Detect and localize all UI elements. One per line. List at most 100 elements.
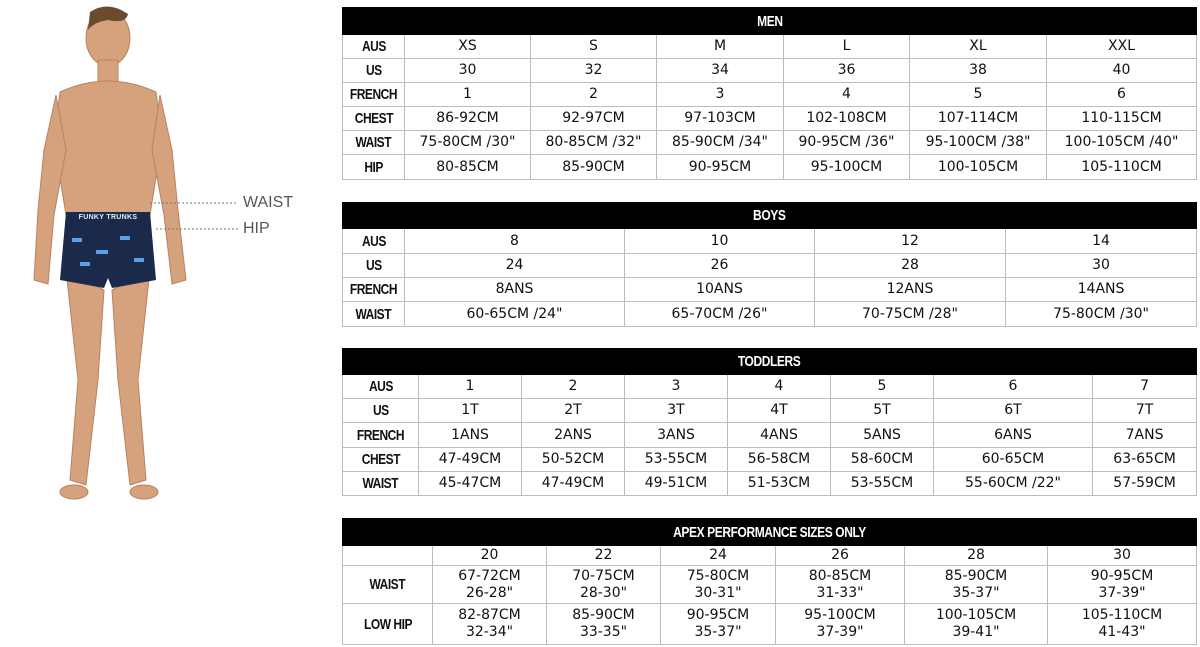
waist-label: WAIST xyxy=(243,194,294,211)
table-cell: 5T xyxy=(830,398,934,423)
row-label: WAIST xyxy=(342,130,405,155)
row-label xyxy=(342,545,433,566)
model-figure: FUNKY TRUNKS WAIST HIP xyxy=(0,0,320,520)
table-row: FRENCH 1ANS 2ANS 3ANS 4ANS 5ANS 6ANS 7ANS xyxy=(342,422,1198,448)
table-cell: 63-65CM xyxy=(1091,447,1198,472)
table-cell: 85-90CM xyxy=(530,154,657,180)
table-cell: 2 xyxy=(521,374,625,399)
table-cell: 95-100CM 37-39" xyxy=(775,603,905,645)
table-cell: 60-65CM xyxy=(933,447,1093,472)
table-cell: 85-90CM 35-37" xyxy=(904,565,1048,604)
table-cell: 49-51CM xyxy=(624,471,728,496)
table-cell: 70-75CM /28" xyxy=(814,301,1006,327)
apex-table-title: APEX PERFORMANCE SIZES ONLY xyxy=(341,518,1198,546)
table-cell: 3ANS xyxy=(624,422,728,448)
table-cell: 7T xyxy=(1091,398,1198,423)
row-label-text: US xyxy=(365,257,382,274)
table-cell: XXL xyxy=(1045,34,1198,59)
table-cell: 6ANS xyxy=(933,422,1093,448)
table-cell: 53-55CM xyxy=(624,447,728,472)
table-cell: 51-53CM xyxy=(727,471,831,496)
table-cell: S xyxy=(530,34,657,59)
table-row: FRENCH 8ANS 10ANS 12ANS 14ANS xyxy=(342,277,1198,302)
table-cell: 100-105CM /40" xyxy=(1045,130,1198,155)
row-label-text: US xyxy=(372,402,389,419)
row-label-text: HIP xyxy=(364,158,383,176)
table-cell: 6T xyxy=(933,398,1093,423)
table-cell: 56-58CM xyxy=(727,447,831,472)
table-cell: 5ANS xyxy=(830,422,934,448)
row-label: HIP xyxy=(342,154,405,180)
row-label-text: FRENCH xyxy=(349,86,398,103)
table-cell: 86-92CM xyxy=(404,106,531,131)
hip-label: HIP xyxy=(243,220,270,237)
table-cell: 12ANS xyxy=(814,277,1006,302)
table-cell: 80-85CM /32" xyxy=(530,130,657,155)
table-cell: 7ANS xyxy=(1091,422,1198,448)
table-cell: 85-90CM /34" xyxy=(656,130,784,155)
row-label: US xyxy=(342,253,405,278)
row-label-text: US xyxy=(365,62,382,79)
men-size-table: MEN AUS XS S M L XL XXL US 30 32 34 36 38 40 FRENCH 1 2 3 4… xyxy=(341,7,1198,180)
table-cell: 26 xyxy=(624,253,815,278)
table-cell: 2 xyxy=(530,82,657,107)
table-cell: 5 xyxy=(830,374,934,399)
table-row: HIP 80-85CM 85-90CM 90-95CM 95-100CM 100-105C… xyxy=(342,154,1198,180)
table-row: US 24 26 28 30 xyxy=(342,253,1198,278)
table-cell: 10ANS xyxy=(624,277,815,302)
table-cell: 105-110CM xyxy=(1045,154,1198,180)
row-label: CHEST xyxy=(342,447,419,472)
row-label-text: FRENCH xyxy=(356,426,405,444)
table-cell: 32 xyxy=(530,58,657,83)
table-cell: 3T xyxy=(624,398,728,423)
row-label: WAIST xyxy=(342,471,419,496)
table-cell: 75-80CM /30" xyxy=(1004,301,1198,327)
table-cell: 30 xyxy=(1046,545,1198,566)
model-illustration xyxy=(33,6,238,500)
table-row: US 1T 2T 3T 4T 5T 6T 7T xyxy=(342,398,1198,423)
table-cell: 100-105CM 39-41" xyxy=(904,603,1048,645)
table-cell: 82-87CM 32-34" xyxy=(432,603,547,645)
table-cell: 107-114CM xyxy=(909,106,1047,131)
table-cell: 7 xyxy=(1091,374,1198,399)
table-cell: L xyxy=(783,34,910,59)
table-cell: 2T xyxy=(521,398,625,423)
table-row: WAIST 67-72CM 26-28" 70-75CM 28-30" 75-80CM… xyxy=(342,565,1198,604)
table-cell: 58-60CM xyxy=(830,447,934,472)
table-cell: 70-75CM 28-30" xyxy=(546,565,661,604)
table-row: CHEST 47-49CM 50-52CM 53-55CM 56-58CM 58-60CM… xyxy=(342,447,1198,472)
table-cell: 45-47CM xyxy=(418,471,522,496)
row-label: AUS xyxy=(342,34,405,59)
row-label: FRENCH xyxy=(342,277,405,302)
table-row: LOW HIP 82-87CM 32-34" 85-90CM 33-35" 90-95… xyxy=(342,603,1198,645)
table-cell: 4ANS xyxy=(727,422,831,448)
row-label-text: LOW HIP xyxy=(363,615,412,633)
toddlers-table-title: TODDLERS xyxy=(341,348,1198,375)
apex-size-table: APEX PERFORMANCE SIZES ONLY 20 22 24 26 28 30 W… xyxy=(341,518,1198,645)
boys-size-table: BOYS AUS 8 10 12 14 US 24 26 28 30 FRENCH 8ANS 10ANS 1… xyxy=(341,202,1198,327)
row-label-text: WAIST xyxy=(355,305,392,323)
table-cell: 102-108CM xyxy=(783,106,910,131)
row-label-text: AUS xyxy=(361,232,386,250)
table-cell: 40 xyxy=(1045,58,1198,83)
table-cell: 47-49CM xyxy=(521,471,625,496)
table-cell: 90-95CM /36" xyxy=(783,130,910,155)
table-cell: 100-105CM xyxy=(909,154,1047,180)
boys-table-title: BOYS xyxy=(341,202,1198,229)
table-cell: 90-95CM 37-39" xyxy=(1046,565,1198,604)
table-cell: 4T xyxy=(727,398,831,423)
table-cell: 75-80CM /30" xyxy=(404,130,531,155)
table-row: CHEST 86-92CM 92-97CM 97-103CM 102-108CM 107-… xyxy=(342,106,1198,131)
table-row: 20 22 24 26 28 30 xyxy=(342,545,1198,566)
table-cell: 90-95CM xyxy=(656,154,784,180)
table-cell: 14 xyxy=(1004,228,1198,254)
table-row: AUS 1 2 3 4 5 6 7 xyxy=(342,374,1198,399)
table-cell: 4 xyxy=(727,374,831,399)
table-cell: 14ANS xyxy=(1004,277,1198,302)
table-cell: 80-85CM xyxy=(404,154,531,180)
table-cell: 92-97CM xyxy=(530,106,657,131)
table-cell: 55-60CM /22" xyxy=(933,471,1093,496)
table-cell: 3 xyxy=(624,374,728,399)
table-cell: 6 xyxy=(933,374,1093,399)
table-title-text: BOYS xyxy=(753,207,786,224)
